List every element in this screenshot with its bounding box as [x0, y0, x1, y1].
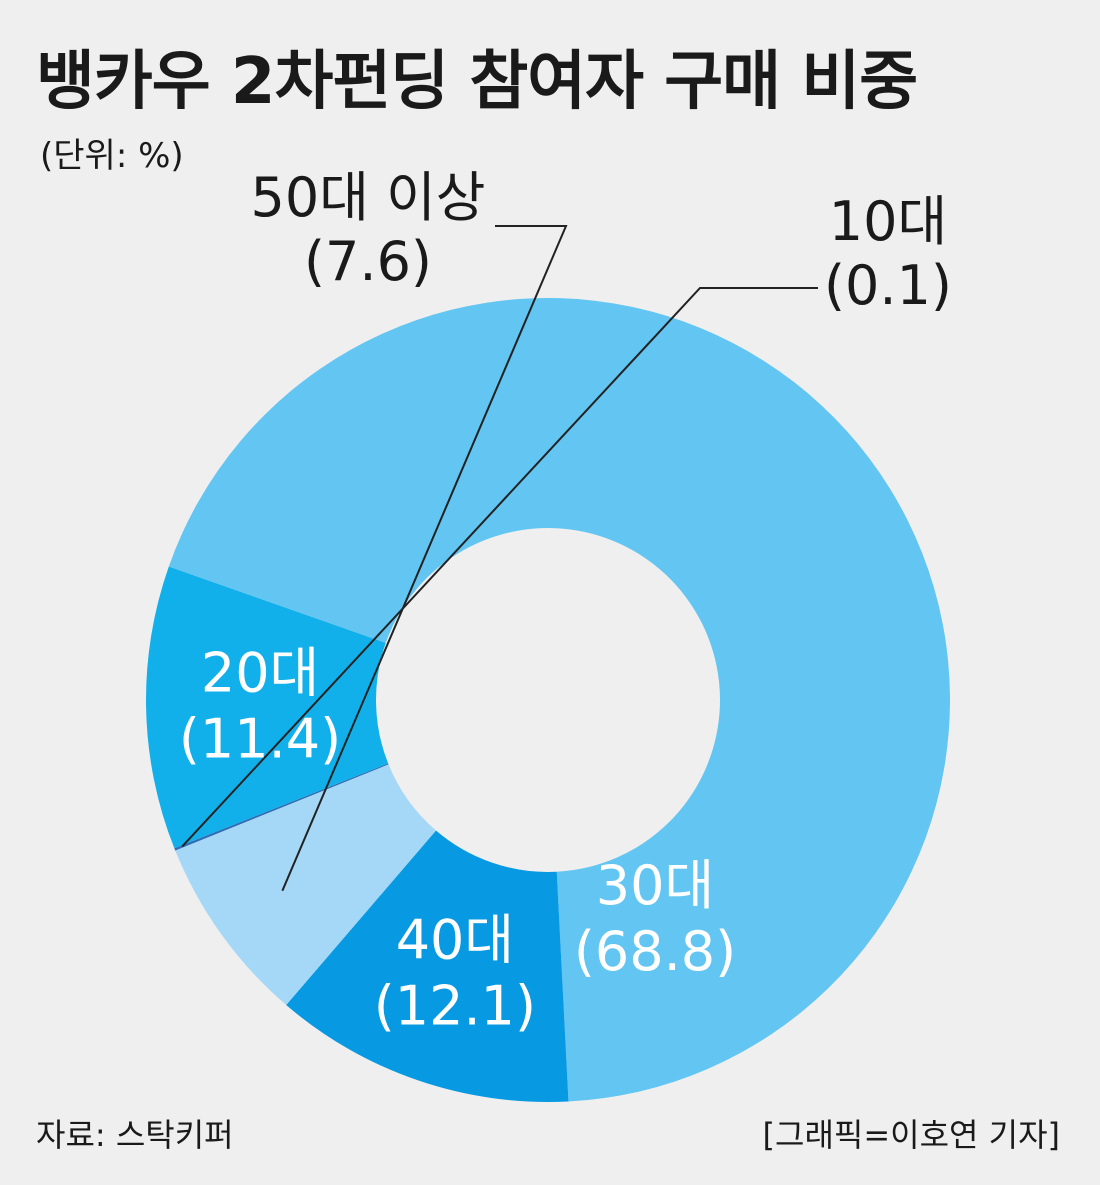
slices-group	[146, 297, 951, 1102]
slice-value-30대: (68.8)	[574, 920, 736, 983]
slice-value-50대-이상: (7.6)	[304, 230, 432, 293]
slice-labels-group: 10대(0.1) 20대(11.4) 30대(68.8) 40대(12.1) 50대 이…	[179, 166, 952, 1038]
source-label: 자료: 스탁키퍼	[36, 1116, 234, 1154]
slice-label-50대-이상: 50대 이상	[251, 166, 486, 229]
slice-40대	[286, 830, 569, 1102]
slice-value-10대: (0.1)	[824, 254, 952, 317]
slice-value-20대: (11.4)	[179, 708, 341, 771]
slice-label-30대: 30대	[596, 854, 714, 917]
slice-label-10대: 10대	[829, 190, 947, 253]
slice-50대-이상	[175, 764, 436, 1006]
credit-label: [그래픽=이호연 기자]	[762, 1116, 1060, 1154]
slice-value-40대: (12.1)	[374, 975, 536, 1038]
slice-20대	[146, 566, 389, 849]
leader-line-10대	[181, 287, 818, 848]
leader-line-50대-이상	[281, 225, 568, 892]
chart-title: 뱅카우 2차펀딩 참여자 구매 비중	[36, 45, 918, 119]
leader-lines-group	[181, 225, 818, 892]
slice-label-20대: 20대	[201, 642, 319, 705]
unit-label: (단위: %)	[40, 136, 184, 176]
slice-30대	[168, 297, 951, 1102]
slice-label-40대: 40대	[396, 909, 514, 972]
slice-10대	[174, 763, 389, 851]
